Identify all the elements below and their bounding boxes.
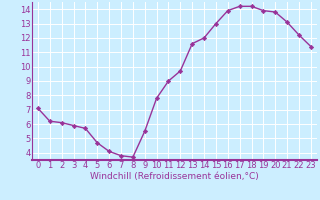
X-axis label: Windchill (Refroidissement éolien,°C): Windchill (Refroidissement éolien,°C) — [90, 172, 259, 181]
